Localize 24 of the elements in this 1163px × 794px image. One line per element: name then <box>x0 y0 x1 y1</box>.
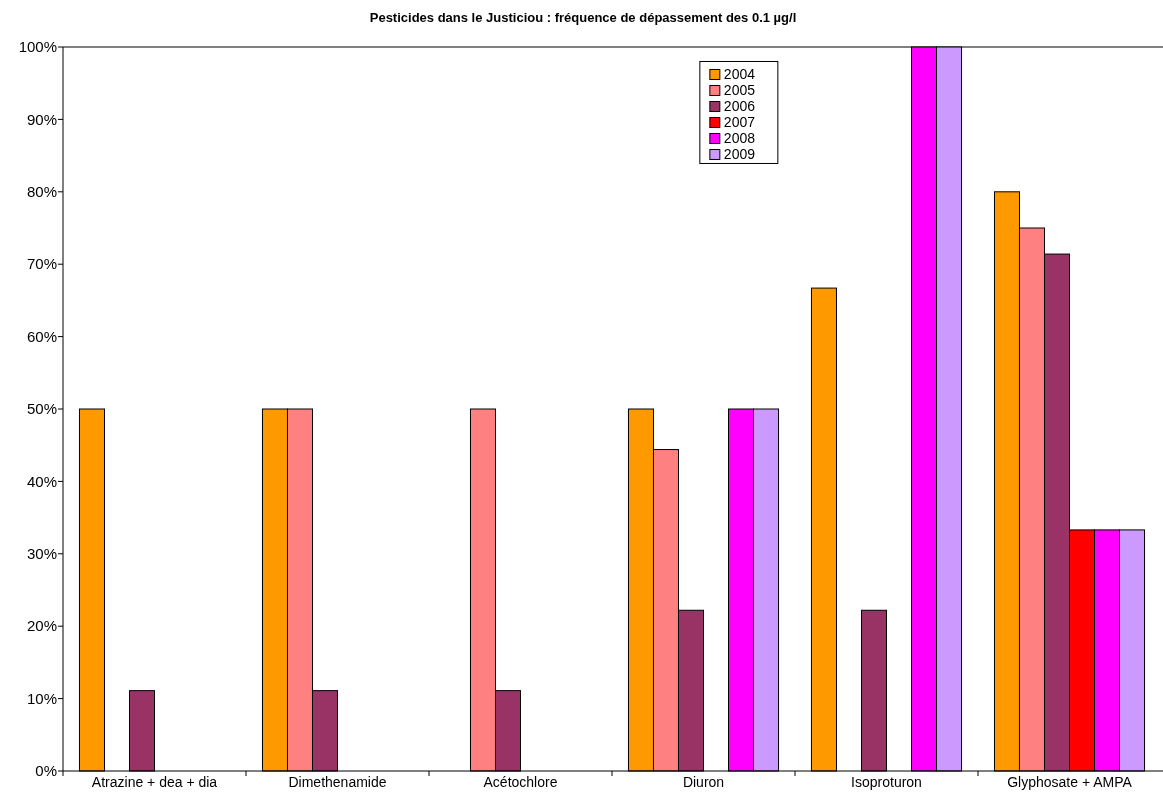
y-tick-label: 50% <box>26 400 57 418</box>
x-tick-label: Acétochlore <box>483 774 558 790</box>
x-tick-label: Glyphosate + AMPA <box>1007 774 1133 790</box>
x-tick-label: Isoproturon <box>851 774 922 790</box>
y-tick-label: 30% <box>26 545 57 563</box>
y-tick-label: 10% <box>26 689 57 707</box>
y-tick-label: 20% <box>26 617 57 635</box>
y-tick-label: 80% <box>26 183 57 201</box>
legend-label: 2007 <box>723 114 756 131</box>
y-tick-label: 70% <box>26 255 57 273</box>
x-tick-label: Atrazine + dea + dia <box>91 774 218 790</box>
chart-title: Pesticides dans le Justiciou : fréquence de dépassement des 0.1 µg/l <box>369 10 797 25</box>
legend-label: 2004 <box>723 66 756 83</box>
y-tick-label: 60% <box>26 327 57 345</box>
legend-label: 2006 <box>723 98 756 115</box>
legend-label: 2009 <box>723 146 756 163</box>
x-tick-label: Diuron <box>682 774 725 790</box>
y-tick-label: 0% <box>35 762 57 780</box>
y-tick-label: 100% <box>18 38 57 56</box>
y-tick-label: 40% <box>26 472 57 490</box>
x-tick-label: Dimethenamide <box>288 774 387 790</box>
y-tick-label: 90% <box>26 110 57 128</box>
legend-label: 2005 <box>723 82 756 99</box>
legend-label: 2008 <box>723 130 756 147</box>
